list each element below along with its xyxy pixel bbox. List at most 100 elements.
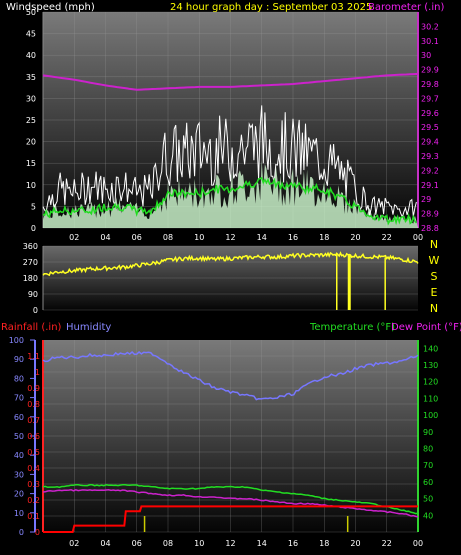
dir-tick-label: 90 (28, 290, 38, 299)
wind-x-tick-label: 00 (413, 233, 423, 242)
wind-tick-label: 15 (26, 159, 36, 168)
rain-x-tick-label: 06 (132, 539, 142, 548)
rain-tick-label: 0.3 (27, 480, 40, 489)
temperature-axis-title: Temperature (°F) (309, 322, 395, 333)
dewpoint-axis-title: Dew Point (°F) (391, 322, 461, 333)
dir-tick-label: 180 (23, 274, 38, 283)
wind-fill-area (43, 160, 418, 228)
wind-tick-label: 5 (31, 202, 36, 211)
humidity-tick-label: 60 (14, 413, 24, 422)
rain-tick-label: 0.8 (27, 400, 40, 409)
compass-label: N (430, 238, 438, 251)
dir-tick-label: 270 (23, 258, 38, 267)
baro-tick-label: 29 (421, 195, 431, 204)
rainfall-axis-title: Rainfall (.in) (1, 322, 62, 333)
rain-x-tick-label: 14 (257, 539, 267, 548)
wind-x-tick-label: 02 (69, 233, 79, 242)
wind-x-tick-label: 04 (100, 233, 110, 242)
rain-x-tick-label: 04 (100, 539, 110, 548)
temp-tick-label: 90 (423, 428, 433, 437)
temp-tick-label: 120 (423, 378, 438, 387)
humidity-tick-label: 0 (19, 528, 24, 537)
rain-x-tick-label: 08 (163, 539, 173, 548)
wind-x-tick-label: 16 (288, 233, 298, 242)
dir-tick-label: 0 (33, 306, 38, 315)
humidity-tick-label: 10 (14, 509, 24, 518)
wind-avg-line (42, 176, 417, 226)
rain-tick-label: 0.9 (27, 384, 40, 393)
humidity-tick-label: 30 (14, 470, 24, 479)
wind-x-tick-label: 08 (163, 233, 173, 242)
baro-tick-label: 30.1 (421, 37, 439, 46)
humidity-line (42, 350, 419, 401)
wind-axis-title: Windspeed (mph) (6, 2, 95, 13)
wind-tick-label: 50 (26, 8, 36, 17)
humidity-tick-label: 90 (14, 355, 24, 364)
rain-tick-label: 0.1 (27, 512, 40, 521)
wind-x-tick-label: 20 (350, 233, 360, 242)
wind-tick-label: 30 (26, 94, 36, 103)
rain-tick-label: 0.2 (27, 496, 40, 505)
rain-tick-label: 0.7 (27, 416, 40, 425)
temp-tick-label: 80 (423, 445, 433, 454)
rain-tick-label: 0.5 (27, 448, 40, 457)
baro-tick-label: 29.7 (421, 94, 439, 103)
wind-tick-label: 45 (26, 30, 36, 39)
baro-tick-label: 28.8 (421, 224, 439, 233)
temp-tick-label: 140 (423, 344, 438, 353)
temp-tick-label: 60 (423, 478, 433, 487)
humidity-tick-label: 40 (14, 451, 24, 460)
compass-label: N (430, 302, 438, 315)
humidity-tick-label: 70 (14, 394, 24, 403)
baro-tick-label: 30 (421, 51, 431, 60)
temp-tick-label: 70 (423, 461, 433, 470)
humidity-tick-label: 80 (14, 374, 24, 383)
baro-tick-label: 28.9 (421, 210, 439, 219)
rain-tick-label: 1 (35, 368, 40, 377)
wind-gust-line (42, 105, 417, 219)
humidity-tick-label: 50 (14, 432, 24, 441)
rain-x-tick-label: 18 (319, 539, 329, 548)
baro-tick-label: 29.5 (421, 123, 439, 132)
temperature-line (42, 484, 419, 515)
rain-x-tick-label: 16 (288, 539, 298, 548)
baro-axis-title: Barometer (.in) (368, 2, 444, 13)
compass-label: E (431, 286, 438, 299)
wind-tick-label: 0 (31, 224, 36, 233)
rain-tick-label: 0.4 (27, 464, 40, 473)
rain-x-tick-label: 12 (225, 539, 235, 548)
wind-tick-label: 40 (26, 51, 36, 60)
baro-tick-label: 29.2 (421, 166, 439, 175)
temp-tick-label: 50 (423, 495, 433, 504)
temp-tick-label: 100 (423, 411, 438, 420)
rain-tick-label: 0.6 (27, 432, 40, 441)
wind-x-tick-label: 12 (225, 233, 235, 242)
baro-tick-label: 29.8 (421, 80, 439, 89)
rainfall-line (43, 505, 418, 533)
temp-tick-label: 40 (423, 511, 433, 520)
rain-x-tick-label: 10 (194, 539, 204, 548)
baro-tick-label: 30.2 (421, 22, 439, 31)
wind-x-tick-label: 10 (194, 233, 204, 242)
rain-tick-label: 1.1 (27, 352, 40, 361)
dewpoint-line (42, 488, 419, 518)
wind-x-tick-label: 18 (319, 233, 329, 242)
wind-tick-label: 35 (26, 73, 36, 82)
compass-label: W (429, 254, 440, 267)
compass-label: S (431, 270, 438, 283)
humidity-tick-label: 100 (9, 336, 24, 345)
wind-x-tick-label: 22 (382, 233, 392, 242)
dir-tick-label: 360 (23, 242, 38, 251)
baro-tick-label: 29.4 (421, 138, 439, 147)
wind-x-tick-label: 14 (257, 233, 267, 242)
temp-tick-label: 110 (423, 394, 438, 403)
baro-tick-label: 29.3 (421, 152, 439, 161)
rain-x-tick-label: 00 (413, 539, 423, 548)
rain-x-tick-label: 02 (69, 539, 79, 548)
wind-tick-label: 20 (26, 138, 36, 147)
barometer-line (42, 72, 419, 91)
baro-tick-label: 29.6 (421, 109, 439, 118)
rain-x-tick-label: 20 (350, 539, 360, 548)
